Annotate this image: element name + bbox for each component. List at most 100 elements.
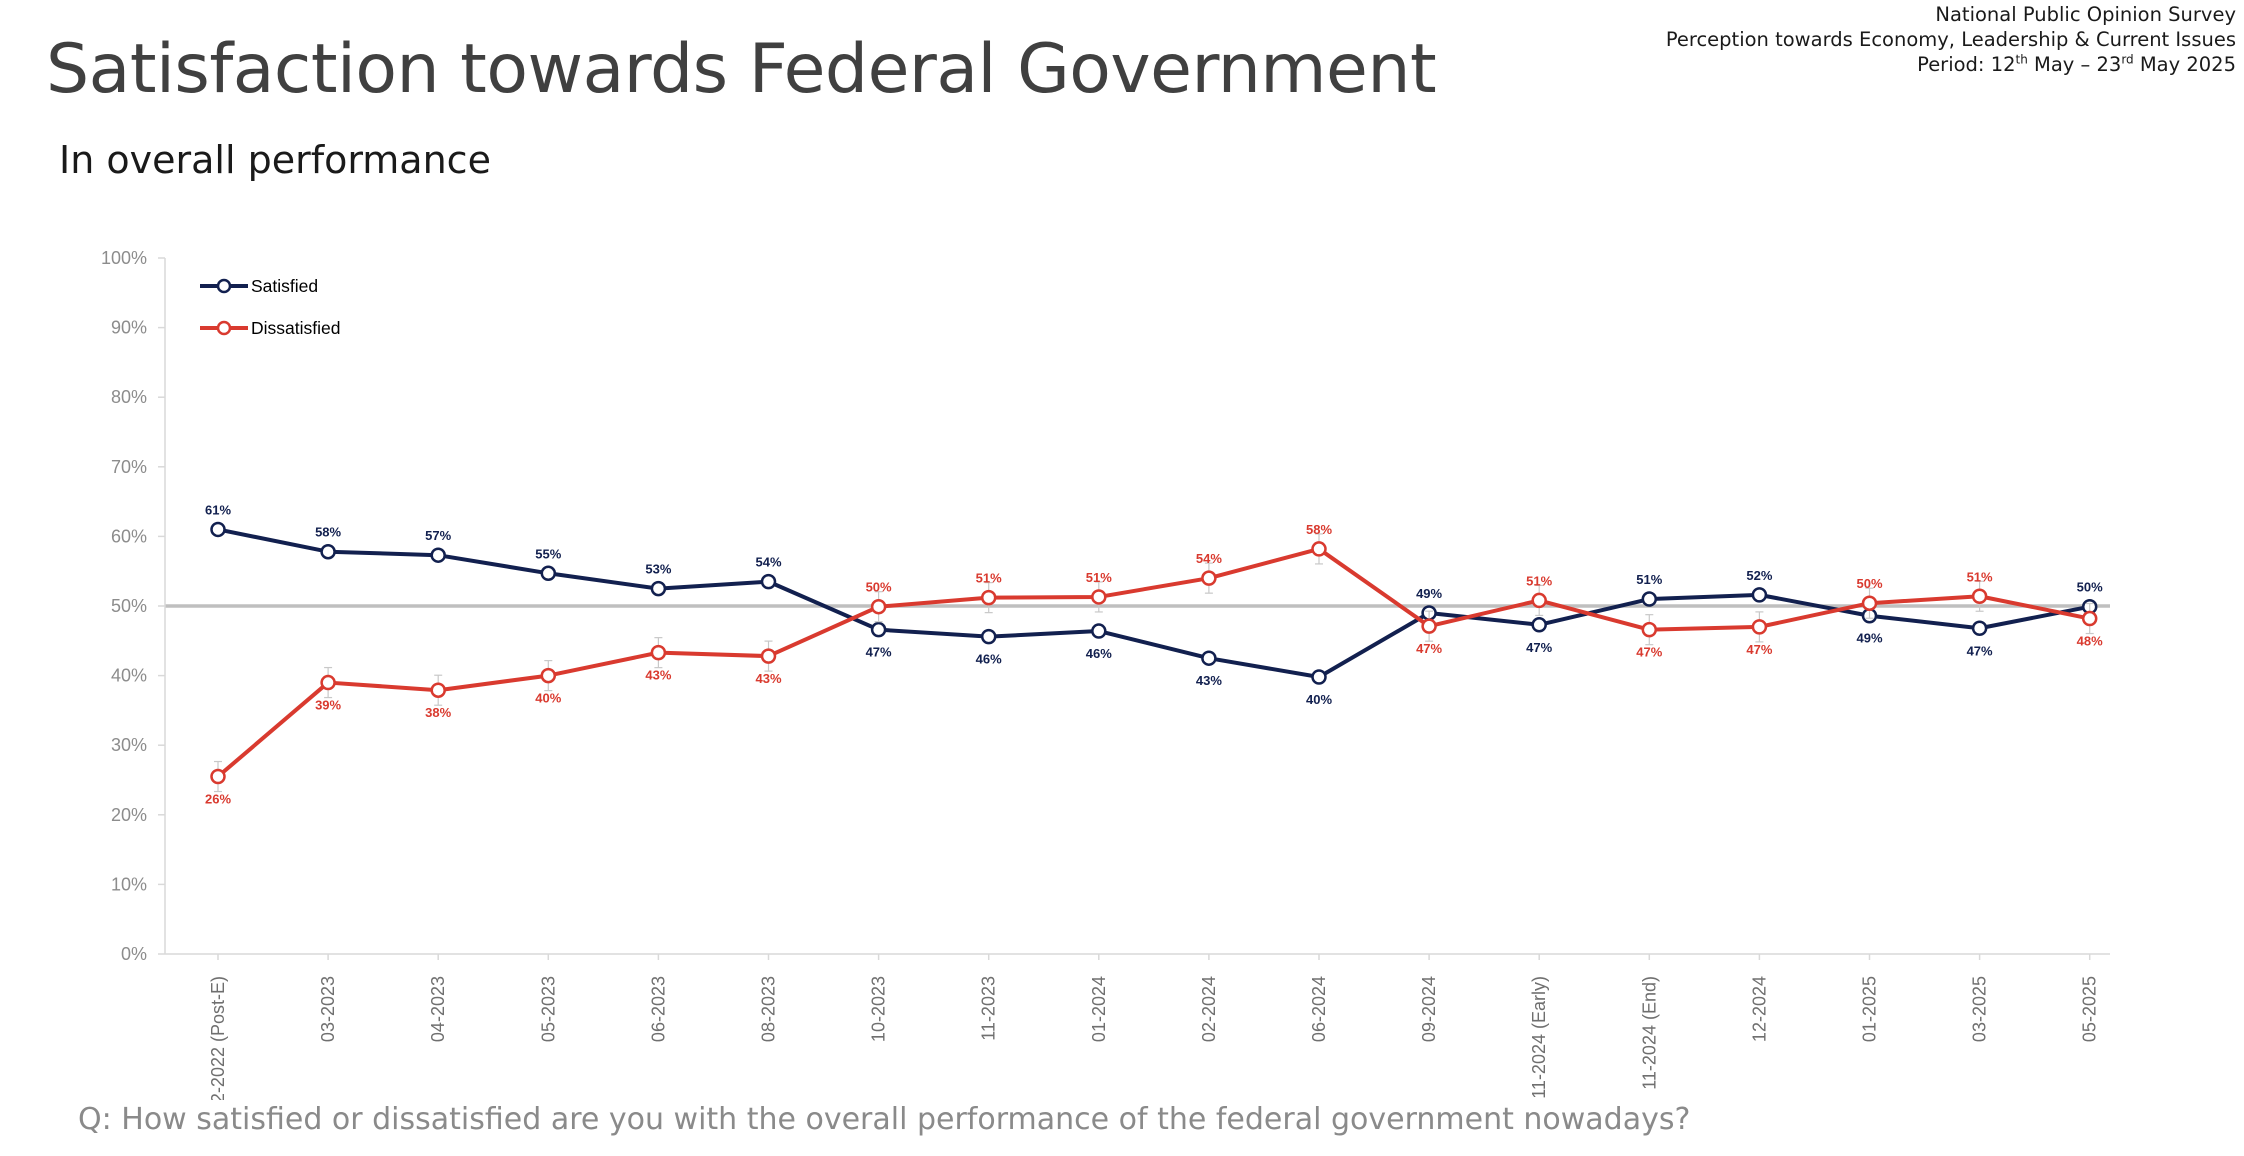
data-point <box>760 573 777 590</box>
legend-item-satisfied: Satisfied <box>200 276 318 296</box>
y-tick-label: 50% <box>111 596 147 616</box>
data-label: 54% <box>1196 551 1222 566</box>
y-tick-label: 100% <box>101 248 147 268</box>
period-mid: May – 23 <box>2027 53 2122 76</box>
legend-label: Dissatisfied <box>251 318 340 338</box>
data-point <box>540 667 557 684</box>
legend-item-dissatisfied: Dissatisfied <box>200 318 340 338</box>
x-tick-label: 12-2022 (Post-E) <box>208 976 228 1100</box>
data-point <box>1971 620 1988 637</box>
data-label: 43% <box>645 668 671 683</box>
data-point <box>650 580 667 597</box>
x-tick-label: 03-2023 <box>318 976 338 1042</box>
data-label: 26% <box>205 792 231 807</box>
data-point <box>1311 669 1327 685</box>
period-suffix: May 2025 <box>2133 53 2236 76</box>
data-label: 38% <box>425 705 451 720</box>
survey-info: National Public Opinion Survey Perceptio… <box>1666 2 2236 77</box>
series-layer: 61% 26% 58% 39% 57% 38% 55% 40% 53% 43% 54% 43% 47% 5… <box>205 502 2103 806</box>
y-tick-label: 0% <box>121 944 147 964</box>
data-label: 57% <box>425 528 451 543</box>
data-point <box>1751 587 1768 603</box>
data-label: 40% <box>1306 692 1332 707</box>
survey-period: Period: 12th May – 23rd May 2025 <box>1666 52 2236 77</box>
data-point <box>1861 595 1878 611</box>
data-label: 47% <box>1636 645 1662 660</box>
data-label: 61% <box>205 502 231 517</box>
y-tick-label: 90% <box>111 318 147 338</box>
data-label: 51% <box>976 571 1002 586</box>
data-point <box>1201 650 1217 666</box>
data-label: 46% <box>976 652 1002 667</box>
data-point <box>320 543 336 560</box>
data-label: 52% <box>1746 568 1772 583</box>
data-label: 50% <box>866 580 892 595</box>
data-point <box>650 644 667 661</box>
x-tick-label: 06-2023 <box>648 976 668 1042</box>
data-point <box>1311 541 1327 557</box>
y-tick-label: 10% <box>111 874 147 894</box>
data-point <box>210 521 226 538</box>
x-axis: 12-2022 (Post-E) 03-2023 04-2023 05-2023 06-… <box>165 953 2110 1100</box>
y-tick-label: 20% <box>111 805 147 825</box>
data-point <box>1641 621 1658 638</box>
data-label: 43% <box>755 671 781 686</box>
data-point <box>760 648 777 664</box>
data-label: 43% <box>1196 673 1222 688</box>
y-tick-label: 80% <box>111 387 147 407</box>
data-label: 47% <box>866 645 892 660</box>
data-point <box>320 674 336 691</box>
data-point <box>540 565 557 582</box>
data-label: 47% <box>1526 640 1552 655</box>
chart-legend: Satisfied Dissatisfied <box>200 276 340 338</box>
legend-swatch-marker <box>216 278 232 294</box>
series-satisfied <box>210 521 2098 685</box>
data-point <box>1421 618 1437 634</box>
data-label: 47% <box>1416 641 1442 656</box>
data-label: 39% <box>315 698 341 713</box>
x-tick-label: 11-2024 (End) <box>1639 976 1659 1090</box>
y-tick-label: 60% <box>111 526 147 546</box>
legend-label: Satisfied <box>251 276 318 296</box>
x-tick-label: 08-2023 <box>759 976 779 1042</box>
data-label: 48% <box>2077 634 2103 649</box>
x-tick-label: 05-2023 <box>538 976 558 1042</box>
x-tick-label: 11-2024 (Early) <box>1529 976 1549 1099</box>
series-line <box>217 527 2091 679</box>
data-point <box>1531 617 1547 633</box>
x-tick-label: 03-2025 <box>1970 976 1990 1042</box>
data-label: 51% <box>1526 573 1552 588</box>
data-point <box>1641 591 1658 607</box>
data-label: 47% <box>1746 642 1772 657</box>
data-label: 50% <box>2077 580 2103 595</box>
line-chart: 0% 10% 20% 30% 40% 50% 60% 70% 80% 90% 100% 12-202… <box>101 248 2110 1100</box>
data-label: 51% <box>1086 570 1112 585</box>
data-label: 49% <box>1856 631 1882 646</box>
data-label: 58% <box>1306 522 1332 537</box>
data-point <box>1751 619 1768 635</box>
data-point <box>870 598 887 615</box>
data-point <box>980 628 997 645</box>
data-label: 51% <box>1967 569 1993 584</box>
data-label: 55% <box>535 546 561 561</box>
survey-question: Q: How satisfied or dissatisfied are you… <box>78 1102 1691 1137</box>
data-label: 46% <box>1086 646 1112 661</box>
period-sup1: th <box>2015 52 2028 67</box>
period-sup2: rd <box>2121 52 2134 67</box>
page-title: Satisfaction towards Federal Government <box>46 30 1437 109</box>
y-tick-label: 70% <box>111 457 147 477</box>
x-tick-label: 01-2025 <box>1860 976 1880 1042</box>
data-label: 54% <box>755 555 781 570</box>
x-tick-label: 10-2023 <box>869 976 889 1042</box>
series-dissatisfied <box>210 533 2098 793</box>
x-tick-label: 09-2024 <box>1419 976 1439 1042</box>
y-axis: 0% 10% 20% 30% 40% 50% 60% 70% 80% 90% 100% <box>101 248 166 964</box>
x-tick-label: 02-2024 <box>1199 976 1219 1042</box>
data-point <box>1091 589 1107 605</box>
page-subtitle: In overall performance <box>59 138 491 182</box>
data-label: 47% <box>1967 643 1993 658</box>
x-tick-label: 01-2024 <box>1089 976 1109 1042</box>
x-tick-label: 05-2025 <box>2080 976 2100 1042</box>
data-point <box>2081 610 2098 627</box>
data-point <box>870 621 887 638</box>
